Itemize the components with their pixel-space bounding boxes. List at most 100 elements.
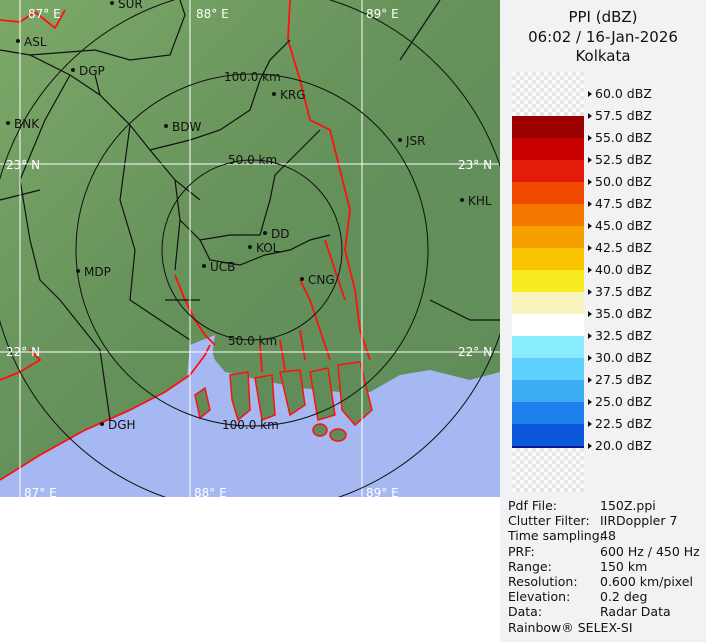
city-marker <box>16 39 20 43</box>
lon-label: 87° E <box>24 486 57 497</box>
river-estuary <box>185 335 215 410</box>
info-value: Radar Data <box>600 604 671 620</box>
legend-swatch <box>512 248 584 270</box>
legend-swatch <box>512 336 584 358</box>
city-label: CNG <box>308 273 335 287</box>
city-label: DGH <box>108 418 136 432</box>
city-label: KOL <box>256 241 280 255</box>
range-rings <box>0 0 500 497</box>
legend-panel: PPI (dBZ) 06:02 / 16-Jan-2026 Kolkata 60… <box>500 0 706 642</box>
legend-swatch <box>512 358 584 380</box>
info-label: Clutter Filter: <box>508 513 590 529</box>
legend-label: 42.5 dBZ <box>588 241 652 255</box>
legend-swatch <box>512 270 584 292</box>
legend-swatch <box>512 160 584 182</box>
legend-label: 30.0 dBZ <box>588 351 652 365</box>
ring-label: 100.0 km <box>222 418 279 432</box>
city-marker <box>202 264 206 268</box>
legend-swatch <box>512 204 584 226</box>
info-value: 0.2 deg <box>600 589 648 605</box>
legend-swatch <box>512 402 584 424</box>
city-label: DGP <box>79 64 105 78</box>
district-borders <box>0 0 500 421</box>
legend-label: 55.0 dBZ <box>588 131 652 145</box>
city-label: JSR <box>405 134 426 148</box>
legend-label: 22.5 dBZ <box>588 417 652 431</box>
legend-label: 47.5 dBZ <box>588 197 652 211</box>
lat-label: 23° N <box>458 158 492 172</box>
info-value: 48 <box>600 528 616 544</box>
info-value: 150 km <box>600 558 648 574</box>
legend-label: 37.5 dBZ <box>588 285 652 299</box>
info-label: Resolution: <box>508 574 578 589</box>
product-title: PPI (dBZ) <box>568 8 638 26</box>
coastline <box>0 0 371 481</box>
info-row: Data: Radar Data <box>508 604 671 620</box>
legend-label: 32.5 dBZ <box>588 329 652 343</box>
city-label: SUR <box>118 0 143 11</box>
city-marker <box>263 231 267 235</box>
info-label: Range: <box>508 558 552 574</box>
legend-swatch <box>512 138 584 160</box>
islands <box>194 361 373 442</box>
legend-swatch <box>512 116 584 138</box>
lon-label: 88° E <box>194 486 227 497</box>
city-marker <box>110 1 114 5</box>
info-label: Elevation: <box>508 589 571 605</box>
info-value: IIRDoppler 7 <box>600 513 678 529</box>
city-label: ASL <box>24 35 47 49</box>
city-label: BDW <box>172 120 201 134</box>
legend-no-data <box>512 448 584 492</box>
city-marker <box>100 422 104 426</box>
info-label: Data: <box>508 604 543 620</box>
city-marker <box>164 124 168 128</box>
city-label: KHL <box>468 194 492 208</box>
info-row: Elevation: 0.2 deg <box>508 589 647 605</box>
city-label: UCB <box>210 260 235 274</box>
city-marker <box>300 277 304 281</box>
city-label: KRG <box>280 88 306 102</box>
legend-swatch <box>512 380 584 402</box>
city-label: MDP <box>84 265 111 279</box>
legend-label: 35.0 dBZ <box>588 307 652 321</box>
lon-label: 88° E <box>196 7 229 21</box>
city-marker <box>248 245 252 249</box>
city-marker <box>71 68 75 72</box>
city-label: DD <box>271 227 289 241</box>
legend-no-data <box>512 72 584 116</box>
footer-brand: Rainbow® SELEX-SI <box>508 620 633 635</box>
info-row: Range: 150 km <box>508 558 647 574</box>
legend-label: 45.0 dBZ <box>588 219 652 233</box>
info-row: Clutter Filter: IIRDoppler 7 <box>508 513 677 529</box>
info-row: Time sampling: 48 <box>508 528 616 544</box>
lat-lon-grid <box>0 0 500 497</box>
info-row: PRF: 600 Hz / 450 Hz <box>508 543 700 559</box>
lon-label: 89° E <box>366 486 399 497</box>
legend-label: 20.0 dBZ <box>588 439 652 453</box>
legend-swatch <box>512 182 584 204</box>
legend-swatch <box>512 314 584 336</box>
radar-map[interactable]: 87° E 88° E 89° E 87° E 88° E 89° E 23° … <box>0 0 500 497</box>
info-row: Pdf File: 150Z.ppi <box>508 498 656 513</box>
legend-swatch <box>512 424 584 446</box>
lat-label: 23° N <box>6 158 40 172</box>
legend-label: 52.5 dBZ <box>588 153 652 167</box>
city-marker <box>6 121 10 125</box>
ring-label: 100.0 km <box>224 70 281 84</box>
legend-swatch <box>512 226 584 248</box>
legend-label: 25.0 dBZ <box>588 395 652 409</box>
ring-label: 50.0 km <box>228 153 277 167</box>
info-label: Time sampling: <box>508 528 604 544</box>
info-row: Resolution: 0.600 km/pixel <box>508 574 693 589</box>
city-label: BNK <box>14 117 40 131</box>
datetime: 06:02 / 16-Jan-2026 <box>528 28 678 46</box>
legend-label: 57.5 dBZ <box>588 109 652 123</box>
info-value: 150Z.ppi <box>600 498 656 513</box>
info-label: PRF: <box>508 543 535 559</box>
lat-label: 22° N <box>6 345 40 359</box>
info-value: 0.600 km/pixel <box>600 574 693 589</box>
city-marker <box>398 138 402 142</box>
city-marker <box>272 92 276 96</box>
info-label: Pdf File: <box>508 498 557 513</box>
city-marker <box>460 198 464 202</box>
